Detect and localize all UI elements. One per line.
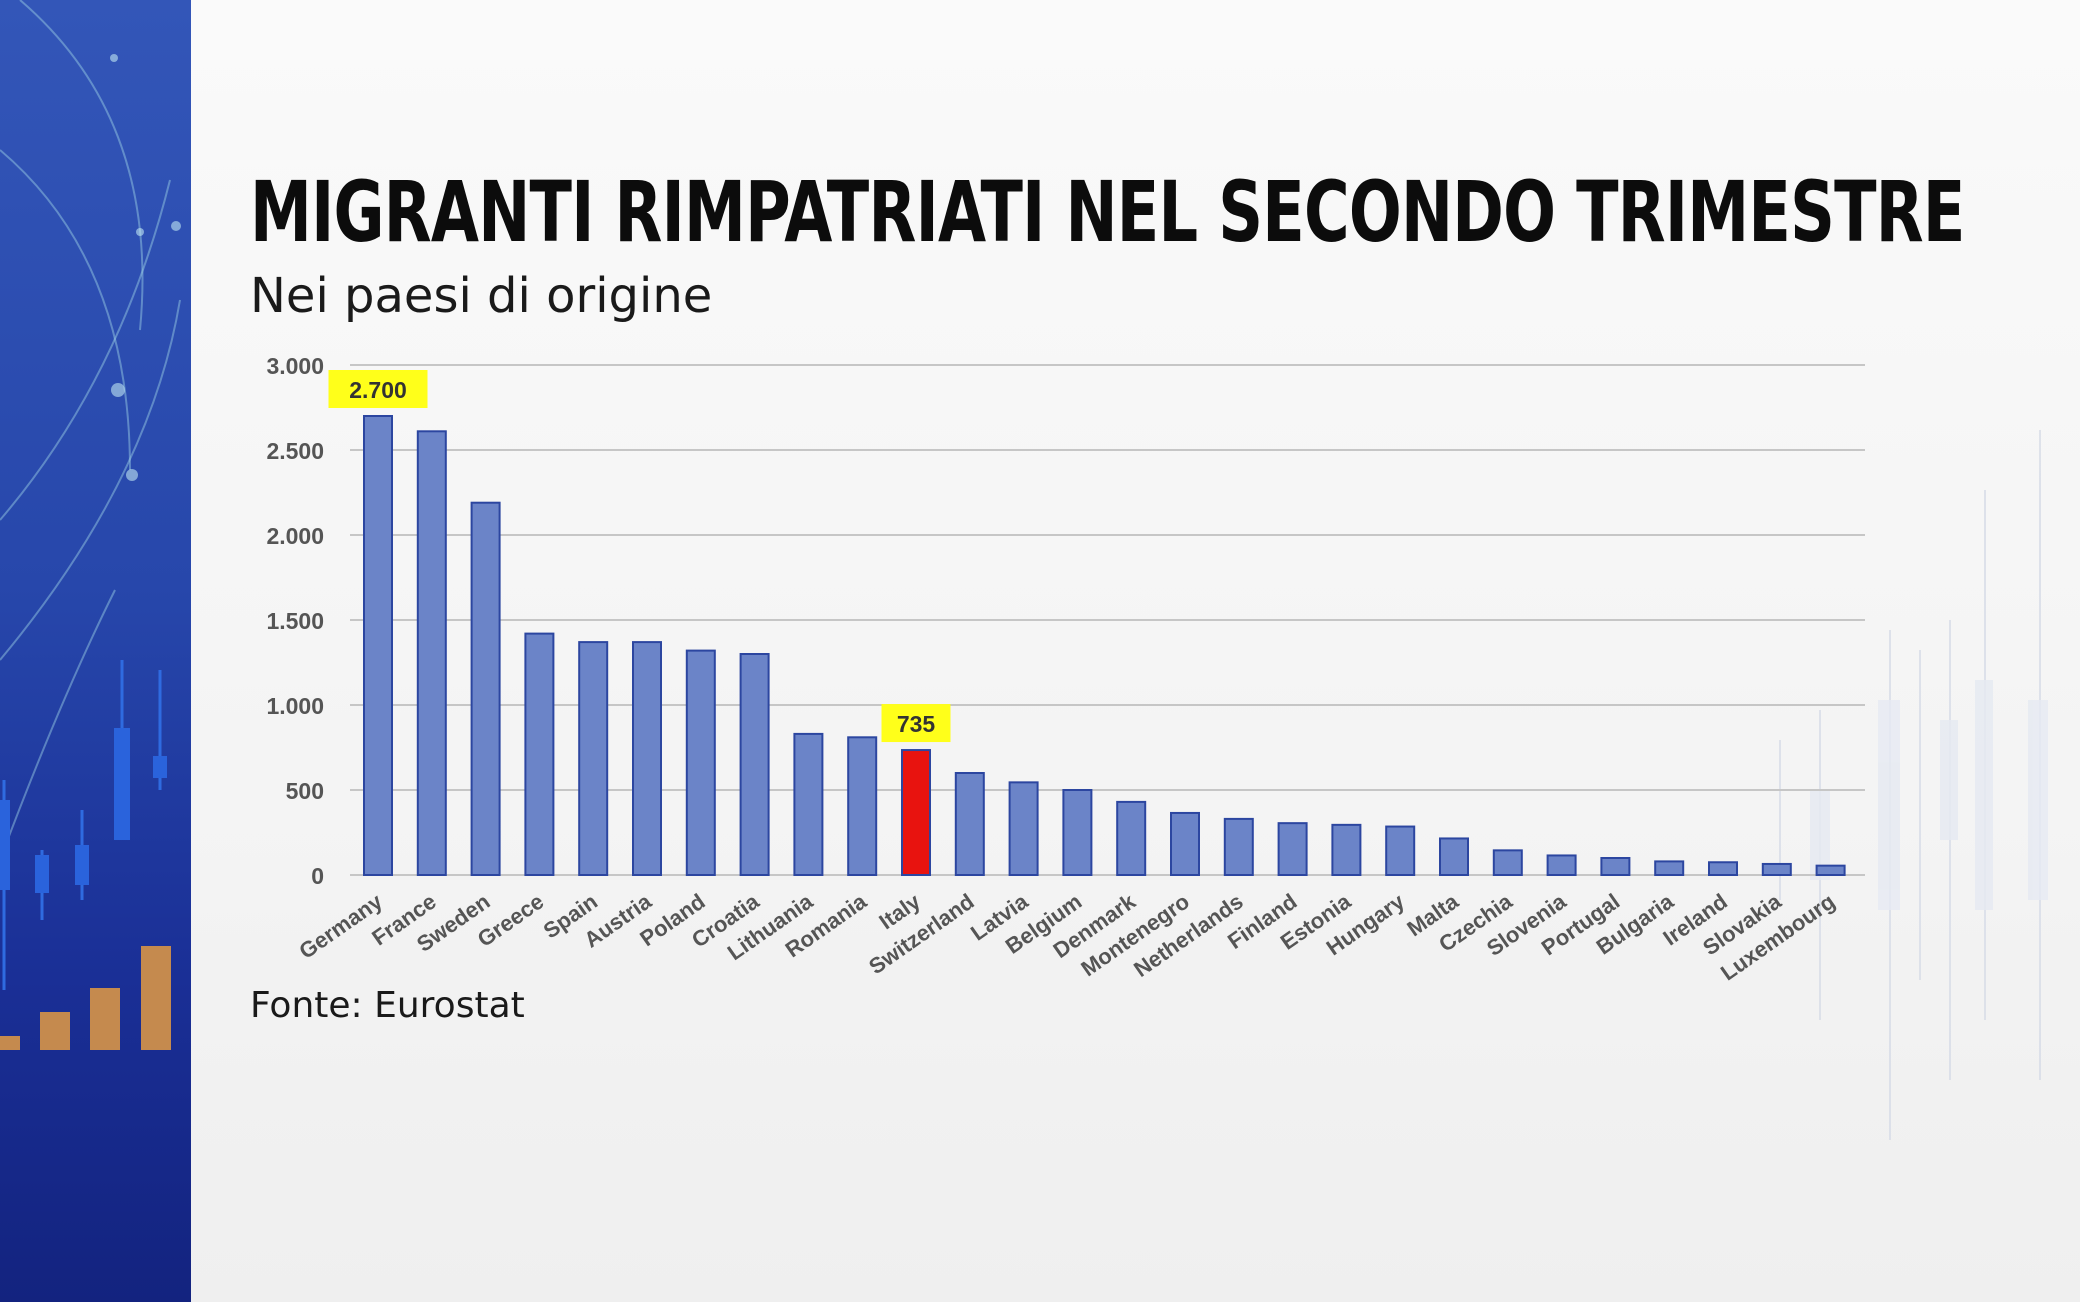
bar [847,736,878,876]
bar [1600,857,1631,876]
network-lines-decoration [0,0,181,1050]
bar [470,501,501,876]
bar [1439,837,1469,877]
bar [1761,862,1792,877]
y-tick-label: 3.000 [266,353,324,379]
bar [632,641,662,876]
bar [793,732,824,876]
bar [1116,800,1147,876]
y-tick-label: 500 [286,778,324,804]
y-axis-ticks: 0 500 1.000 1.500 2.000 2.500 3.000 [266,353,324,889]
bar [1708,861,1738,876]
side-decoration-panel [0,0,191,1302]
bar [1223,817,1254,876]
bar [1654,860,1685,877]
bar [739,653,770,876]
y-tick-label: 0 [311,863,324,889]
y-tick-label: 2.000 [266,523,324,549]
x-tick-label: Switzerland [864,889,978,980]
bar-chart: 0 500 1.000 1.500 2.000 2.500 3.000 GermanyFra… [266,353,1865,986]
data-label-box [881,704,951,743]
data-label-box [328,370,428,408]
y-tick-label: 2.500 [266,438,324,464]
bar [524,632,555,876]
bar [1331,823,1362,877]
chart-subtitle: Nei paesi di origine [250,268,713,324]
data-label: 735 [897,711,936,737]
bar [1546,854,1577,877]
bar [1385,825,1416,876]
chart-title: MIGRANTI RIMPATRIATI NEL SECONDO TRIMEST… [250,163,1965,261]
bars [363,415,1846,877]
bar [363,415,393,876]
grid-lines [350,364,1865,876]
bar [1062,789,1093,876]
data-label: 2.700 [349,377,407,403]
source-note: Fonte: Eurostat [250,985,525,1026]
bar [1008,781,1039,877]
y-tick-label: 1.000 [266,693,324,719]
bar [1492,849,1523,877]
bar [1815,864,1846,877]
bar [954,772,985,876]
bar [416,430,447,877]
bar [1170,811,1200,877]
background-candlestick-decoration [1779,430,2048,1140]
bar-highlight [901,749,931,876]
x-axis-ticks: GermanyFranceSwedenGreeceSpainAustriaPol… [294,888,1839,985]
bar [1277,822,1308,876]
data-labels: 2.700 735 [328,370,951,743]
bar [578,641,609,876]
y-tick-label: 1.500 [266,608,324,634]
bar [685,649,716,876]
